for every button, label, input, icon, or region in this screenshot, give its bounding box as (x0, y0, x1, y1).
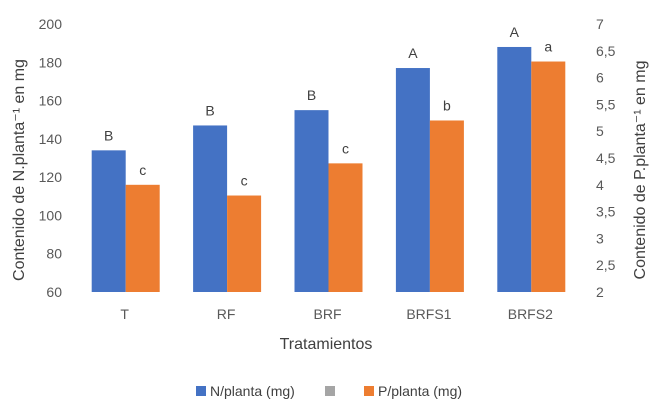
right-tick-label: 3,5 (596, 204, 616, 220)
left-tick-label: 180 (39, 54, 63, 70)
right-tick-label: 4,5 (596, 150, 616, 166)
category-label: BRF (314, 306, 342, 322)
right-tick-label: 3 (596, 230, 604, 246)
left-tick-label: 140 (39, 131, 63, 147)
bar-n-t (91, 150, 126, 292)
significance-letter: b (443, 97, 451, 113)
right-tick-label: 2,5 (596, 257, 616, 273)
left-tick-label: 80 (46, 246, 62, 262)
bar-p-t (125, 184, 160, 292)
significance-labels: Bc Bc Bc Ab Aa (104, 24, 552, 189)
category-label: BRFS2 (508, 306, 553, 322)
category-labels: T RF BRF BRFS1 BRFS2 (120, 306, 553, 322)
significance-letter: B (205, 102, 214, 118)
significance-letter: c (342, 140, 349, 156)
left-tick-label: 200 (39, 16, 63, 32)
right-tick-label: 6 (596, 70, 604, 86)
bars (91, 46, 566, 293)
bar-n-brfs1 (395, 68, 430, 293)
significance-letter: A (510, 24, 520, 40)
legend-swatch (325, 386, 335, 396)
significance-letter: a (544, 39, 552, 55)
x-axis-title: Tratamientos (280, 336, 373, 353)
left-tick-label: 120 (39, 169, 63, 185)
category-label: T (120, 306, 129, 322)
bar-p-rf (227, 195, 262, 292)
legend-label: P/planta (mg) (378, 383, 462, 399)
bar-p-brfs1 (429, 120, 464, 292)
right-tick-label: 2 (596, 284, 604, 300)
significance-letter: c (241, 173, 248, 189)
legend-swatch (364, 386, 374, 396)
left-tick-label: 160 (39, 93, 63, 109)
bar-p-brf (328, 163, 363, 292)
right-tick-label: 5,5 (596, 96, 616, 112)
left-axis-title: Contenido de N.planta⁻¹ en mg (11, 59, 28, 281)
left-tick-label: 60 (46, 284, 62, 300)
significance-letter: c (139, 162, 146, 178)
legend-swatch (196, 386, 206, 396)
category-label: BRFS1 (406, 306, 451, 322)
bar-n-brfs2 (497, 46, 532, 292)
right-axis-ticks: 2 2,5 3 3,5 4 4,5 5 5,5 6 6,5 7 (596, 16, 616, 300)
right-tick-label: 7 (596, 16, 604, 32)
bar-n-rf (193, 125, 228, 292)
significance-letter: B (104, 127, 113, 143)
significance-letter: B (307, 87, 316, 103)
right-tick-label: 4 (596, 177, 604, 193)
right-axis-title: Contenido de P.planta⁻¹ en mg (632, 61, 649, 280)
bar-n-brf (294, 110, 329, 293)
significance-letter: A (408, 45, 418, 61)
right-tick-label: 6,5 (596, 43, 616, 59)
left-tick-label: 100 (39, 207, 63, 223)
right-tick-label: 5 (596, 123, 604, 139)
legend: N/planta (mg) P/planta (mg) (196, 383, 462, 399)
left-axis-ticks: 60 80 100 120 140 160 180 200 (39, 16, 63, 300)
bar-p-brfs2 (531, 61, 566, 292)
legend-label: N/planta (mg) (210, 383, 295, 399)
category-label: RF (217, 306, 236, 322)
